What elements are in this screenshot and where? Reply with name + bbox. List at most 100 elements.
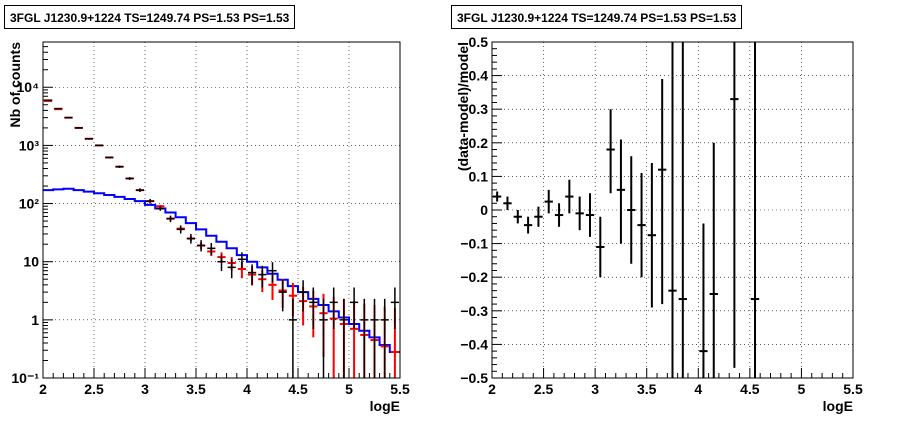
y-tick-label: 0.3: [469, 101, 489, 117]
data-point: [44, 99, 53, 101]
data-point: [278, 280, 287, 312]
residual-series: [493, 42, 760, 378]
y-tick-label: −0.3: [460, 303, 488, 319]
data-point: [268, 262, 277, 283]
data-point: [339, 298, 348, 378]
residual-point: [544, 189, 553, 214]
red-series: [44, 100, 399, 378]
residual-point: [534, 206, 543, 227]
y-tick-label: 0.5: [469, 34, 489, 50]
data-series: [44, 99, 399, 378]
data-point: [329, 287, 338, 329]
data-point: [84, 138, 93, 140]
residual-point: [668, 42, 677, 378]
data-point: [380, 298, 389, 378]
data-point: [370, 298, 379, 378]
x-tick-label: 5.5: [843, 381, 863, 397]
y-tick-label: −0.4: [460, 336, 488, 352]
residual-point: [596, 216, 605, 278]
data-point: [115, 165, 124, 168]
residual-point: [647, 162, 657, 308]
data-point: [186, 233, 195, 244]
right-x-axis-label: logE: [823, 398, 853, 414]
y-tick-label: 0.1: [469, 168, 489, 184]
x-tick-label: 4: [243, 381, 251, 397]
data-point: [288, 298, 297, 378]
x-tick-label: 2: [488, 381, 496, 397]
data-point: [360, 298, 369, 378]
y-tick-label: 0.4: [469, 68, 489, 84]
residual-point: [523, 216, 533, 234]
data-point: [299, 280, 308, 312]
residual-point: [513, 210, 522, 224]
y-tick-label: 0: [480, 202, 488, 218]
data-point: [166, 215, 175, 223]
x-tick-label: 3.5: [637, 381, 657, 397]
x-tick-label: 5: [798, 381, 806, 397]
y-tick-label: −0.5: [460, 370, 488, 386]
left-x-axis-label: logE: [370, 398, 400, 414]
y-tick-label: −0.1: [460, 236, 488, 252]
residual-point: [503, 196, 512, 210]
left-chart-title: 3FGL J1230.9+1224 TS=1249.74 PS=1.53 PS=…: [4, 5, 296, 29]
data-point: [248, 264, 257, 285]
x-tick-label: 4.5: [740, 381, 760, 397]
residual-point: [554, 203, 564, 227]
y-tick-label: −0.2: [460, 269, 488, 285]
y-tick-label: 0.2: [469, 135, 489, 151]
residual-point: [637, 173, 646, 278]
data-point: [156, 206, 165, 211]
x-tick-label: 3: [591, 381, 599, 397]
data-point: [309, 287, 318, 329]
data-point: [64, 116, 73, 119]
data-point: [54, 107, 63, 110]
x-tick-label: 2.5: [84, 381, 104, 397]
residual-point: [709, 142, 718, 378]
data-point: [237, 252, 246, 268]
residual-point: [585, 193, 595, 237]
x-tick-label: 2.5: [534, 381, 554, 397]
y-tick-label: 10: [23, 254, 39, 270]
data-point: [217, 254, 226, 272]
x-tick-label: 5.5: [390, 381, 410, 397]
x-tick-label: 4.5: [288, 381, 308, 397]
data-point: [125, 177, 134, 180]
y-tick-label: 10³: [19, 137, 40, 153]
data-point: [197, 240, 206, 252]
left-plot-frame: [42, 41, 401, 379]
data-point: [227, 259, 236, 279]
residual-point: [658, 78, 667, 305]
x-tick-label: 4: [694, 381, 702, 397]
y-tick-label: 10²: [19, 196, 40, 212]
model-counts-line: [43, 187, 400, 353]
residual-point: [627, 156, 636, 264]
x-tick-label: 5: [345, 381, 353, 397]
residual-point: [750, 42, 760, 378]
left-y-axis-label: Nb of counts: [7, 42, 23, 128]
residual-point: [699, 223, 708, 378]
data-point: [258, 265, 267, 288]
x-tick-label: 3.5: [186, 381, 206, 397]
x-tick-label: 3: [141, 381, 149, 397]
residual-point: [575, 196, 584, 231]
data-point: [319, 298, 328, 378]
residual-point: [616, 139, 626, 244]
left-grid: [43, 42, 400, 378]
data-point: [350, 287, 359, 329]
data-point: [105, 156, 114, 159]
data-point: [207, 242, 216, 256]
residual-point: [565, 179, 574, 214]
right-chart-title: 3FGL J1230.9+1224 TS=1249.74 PS=1.53 PS=…: [451, 5, 743, 29]
data-point: [95, 144, 104, 147]
data-point: [135, 188, 144, 192]
data-point: [390, 287, 399, 329]
data-point: [146, 198, 155, 204]
data-point: [176, 225, 185, 234]
residual-point: [606, 109, 615, 194]
x-tick-label: 2: [39, 381, 47, 397]
y-tick-label: 1: [31, 312, 39, 328]
residual-point: [678, 42, 687, 378]
data-point: [74, 127, 83, 129]
y-tick-label: 10⁻¹: [11, 370, 39, 386]
